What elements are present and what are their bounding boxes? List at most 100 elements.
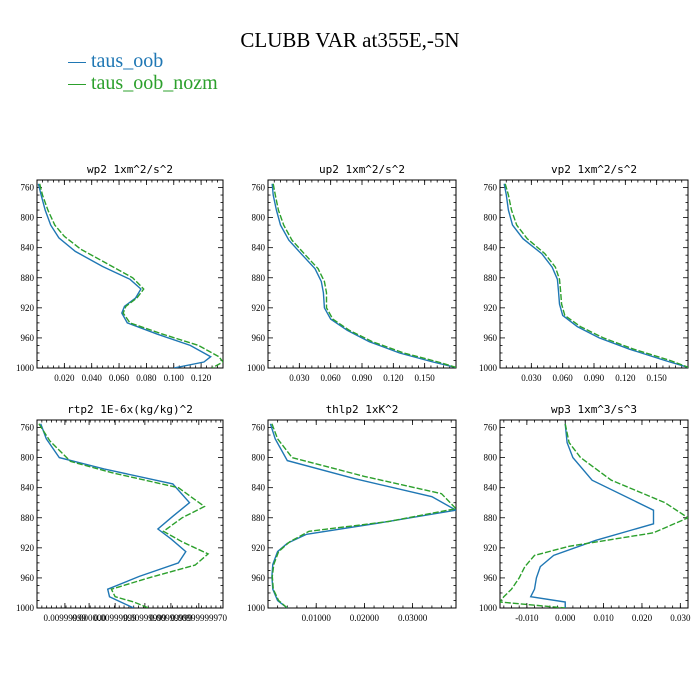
- y-tick-label: 760: [252, 183, 266, 193]
- x-tick-label: 0.03000: [398, 613, 428, 623]
- y-tick-label: 760: [21, 423, 35, 433]
- y-tick-label: 800: [21, 453, 35, 463]
- chart-title: rtp2 1E-6x(kg/kg)^2: [67, 403, 193, 416]
- x-tick-label: 0.120: [383, 373, 404, 383]
- x-tick-label: 0.030: [521, 373, 542, 383]
- x-tick-label: 0.060: [553, 373, 574, 383]
- x-tick-label: 0.030: [289, 373, 310, 383]
- chart-panel-3: vp2 1xm^2/s^2 760 800 840 880 920 960 1000 0.030…: [479, 163, 689, 383]
- y-tick-label: 880: [252, 513, 266, 523]
- y-tick-label: 880: [252, 273, 266, 283]
- chart-title: wp3 1xm^3/s^3: [551, 403, 637, 416]
- y-tick-label: 920: [21, 543, 35, 553]
- legend-item-taus-oob-nozm: taus_oob_nozm: [68, 72, 218, 95]
- page-title: CLUBB VAR at355E,-5N: [240, 28, 460, 52]
- series-line-taus-oob-nozm: [500, 423, 688, 608]
- legend-item-taus-oob: taus_oob: [68, 50, 163, 73]
- series-line-taus-oob-nozm: [272, 183, 456, 368]
- y-tick-label: 1000: [479, 603, 498, 613]
- legend-label-taus-oob: taus_oob: [91, 50, 164, 72]
- plot-frame: [267, 419, 457, 609]
- series-line-taus-oob: [529, 423, 655, 608]
- x-tick-label: 0.080: [136, 373, 157, 383]
- series-line-taus-oob-nozm: [504, 183, 688, 368]
- x-tick-label: 0.00999999: [44, 613, 87, 623]
- x-tick-label: -0.010: [515, 613, 539, 623]
- y-tick-label: 880: [484, 273, 498, 283]
- y-tick-label: 800: [484, 213, 498, 223]
- y-tick-label: 800: [252, 453, 266, 463]
- plot-frame: [267, 179, 457, 369]
- y-tick-label: 840: [21, 483, 35, 493]
- y-tick-label: 840: [252, 483, 266, 493]
- legend-label-taus-oob-nozm: taus_oob_nozm: [91, 72, 218, 94]
- x-tick-label: 0.150: [647, 373, 668, 383]
- y-tick-label: 760: [484, 183, 498, 193]
- y-tick-label: 1000: [16, 363, 35, 373]
- chart-panel-1: wp2 1xm^2/s^2 760 800 840 880 920 960 1000 0.020…: [16, 163, 224, 383]
- y-tick-label: 960: [21, 573, 35, 583]
- chart-panel-4: rtp2 1E-6x(kg/kg)^2 760 800 840 880 920 960 100…: [16, 403, 227, 623]
- y-tick-label: 960: [21, 333, 35, 343]
- x-tick-label: 0.090: [584, 373, 605, 383]
- x-tick-label: 0.01000: [302, 613, 332, 623]
- plot-frame: [36, 419, 224, 609]
- y-tick-label: 920: [21, 303, 35, 313]
- series-line-taus-oob-nozm: [271, 423, 456, 608]
- plot-frame: [499, 419, 689, 609]
- x-tick-label: 0.030: [670, 613, 691, 623]
- chart-panel-6: wp3 1xm^3/s^3 760 800 840 880 920 960 1000 -0.01…: [479, 403, 691, 623]
- x-tick-label: 0.00999999: [124, 613, 167, 623]
- series-line-taus-oob: [269, 423, 456, 608]
- x-tick-label: 0.00999999970: [171, 613, 228, 623]
- y-tick-label: 880: [21, 513, 35, 523]
- x-tick-label: 0.120: [191, 373, 212, 383]
- y-tick-label: 920: [252, 303, 266, 313]
- y-tick-label: 800: [484, 453, 498, 463]
- y-tick-label: 760: [21, 183, 35, 193]
- y-tick-label: 800: [21, 213, 35, 223]
- x-tick-label: 0.000000: [72, 613, 106, 623]
- y-tick-label: 840: [484, 243, 498, 253]
- series-line-taus-oob: [37, 183, 212, 368]
- series-line-taus-oob: [271, 183, 456, 368]
- x-tick-label: 0.010: [593, 613, 614, 623]
- legend-swatch-taus-oob: [68, 61, 86, 63]
- chart-panel-2: up2 1xm^2/s^2 760 800 840 880 920 960 1000 0.030…: [247, 163, 457, 383]
- y-tick-label: 920: [484, 543, 498, 553]
- series-line-taus-oob: [503, 183, 688, 368]
- series-line-taus-oob-nozm: [38, 423, 210, 608]
- y-tick-label: 840: [252, 243, 266, 253]
- x-tick-label: 0.000: [555, 613, 576, 623]
- x-tick-label: 0.100: [164, 373, 185, 383]
- x-tick-label: 0.060: [321, 373, 342, 383]
- x-tick-label: 0.090: [352, 373, 373, 383]
- plot-frame: [36, 179, 224, 369]
- y-tick-label: 800: [252, 213, 266, 223]
- x-tick-label: 0.02000: [350, 613, 380, 623]
- chart-title: thlp2 1xK^2: [326, 403, 399, 416]
- x-tick-label: 0.00999999: [150, 613, 193, 623]
- x-tick-label: 0.150: [415, 373, 436, 383]
- chart-panel-5: thlp2 1xK^2 760 800 840 880 920 960 1000 0.01000…: [247, 403, 457, 623]
- y-tick-label: 840: [484, 483, 498, 493]
- y-tick-label: 880: [484, 513, 498, 523]
- chart-title: wp2 1xm^2/s^2: [87, 163, 173, 176]
- x-tick-label: 0.120: [615, 373, 636, 383]
- chart-title: vp2 1xm^2/s^2: [551, 163, 637, 176]
- y-tick-label: 880: [21, 273, 35, 283]
- series-line-taus-oob: [40, 423, 191, 608]
- y-tick-label: 1000: [247, 603, 266, 613]
- x-tick-label: 0.020: [54, 373, 75, 383]
- y-tick-label: 960: [252, 333, 266, 343]
- x-tick-label: 0.00999999: [94, 613, 137, 623]
- y-tick-label: 920: [252, 543, 266, 553]
- y-tick-label: 960: [484, 333, 498, 343]
- y-tick-label: 920: [484, 303, 498, 313]
- x-tick-label: 0.060: [109, 373, 130, 383]
- y-tick-label: 760: [252, 423, 266, 433]
- plot-frame: [499, 179, 689, 369]
- y-tick-label: 760: [484, 423, 498, 433]
- x-tick-label: 0.040: [82, 373, 103, 383]
